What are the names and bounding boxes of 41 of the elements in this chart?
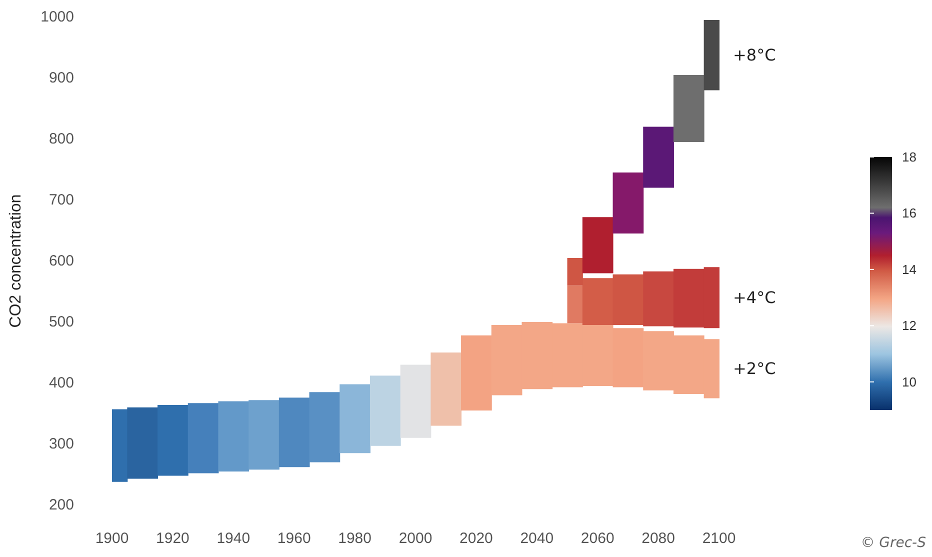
y-tick-label: 200 <box>48 496 74 514</box>
x-tick-label: 2000 <box>398 530 432 547</box>
x-tick-label: 1980 <box>338 530 372 547</box>
color-bar-label: 16 <box>902 206 916 221</box>
color-bar-label: 18 <box>902 150 916 164</box>
y-tick-label: 900 <box>48 70 74 86</box>
bar <box>188 403 219 474</box>
x-tick-label: 2040 <box>520 530 554 547</box>
y-tick-label: 400 <box>48 374 74 392</box>
y-tick-label: 700 <box>48 192 74 208</box>
x-tick-label: 2060 <box>580 530 614 547</box>
bar <box>127 407 158 479</box>
color-bar-label: 10 <box>902 374 916 390</box>
bar <box>430 352 462 426</box>
bar <box>340 384 370 454</box>
x-tick-label: 1900 <box>95 530 129 547</box>
y-tick-label: 300 <box>48 436 74 452</box>
y-tick-label: 600 <box>48 252 74 270</box>
y-axis-title: CO2 concentration <box>8 194 24 328</box>
x-tick-label: 1960 <box>277 530 311 547</box>
series-label: +8°C <box>733 46 776 65</box>
series-label: +4°C <box>733 288 776 308</box>
bar <box>643 126 674 188</box>
bar <box>582 217 614 274</box>
bar <box>370 376 401 446</box>
y-tick-label: 500 <box>48 314 74 330</box>
bar <box>158 404 188 476</box>
x-tick-label: 2080 <box>642 530 675 547</box>
y-tick-label: 1000 <box>40 8 74 26</box>
x-tick-label: 2020 <box>460 530 493 547</box>
bar <box>612 172 644 234</box>
color-bar-label: 14 <box>902 262 916 277</box>
text: © Grec-S <box>860 535 926 551</box>
series-label: +2°C <box>733 359 776 378</box>
x-tick-label: 2100 <box>702 530 736 547</box>
color-bar-label: 12 <box>902 318 916 334</box>
bar <box>673 74 704 142</box>
y-tick-label: 800 <box>48 130 74 148</box>
x-tick-label: 1920 <box>156 530 190 547</box>
bar <box>400 364 432 438</box>
x-tick-label: 1940 <box>216 530 250 547</box>
